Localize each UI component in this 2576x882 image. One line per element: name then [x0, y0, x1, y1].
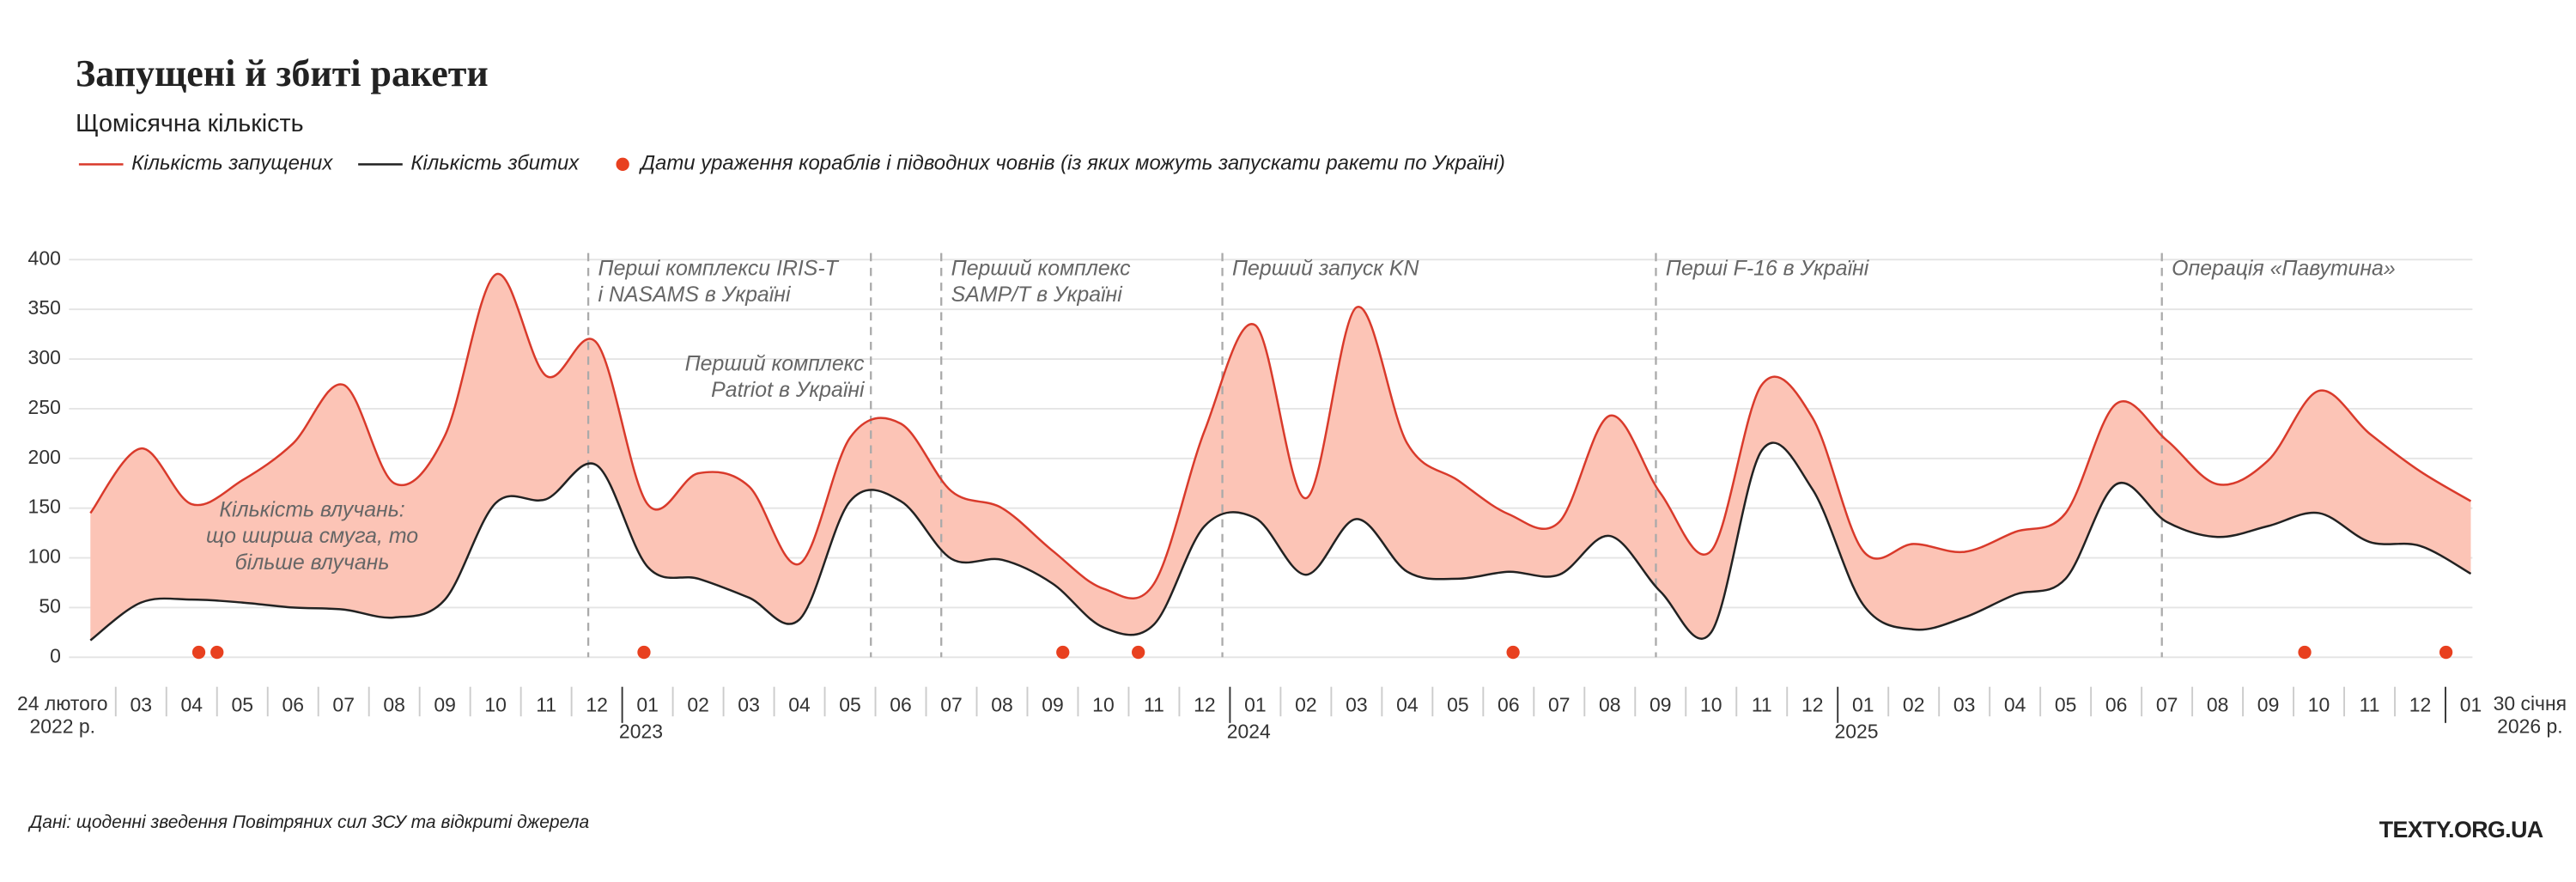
x-tick-label: 02 — [687, 694, 709, 716]
x-tick-label: 05 — [839, 694, 861, 716]
source: Дані: щоденні зведення Повітряних сил ЗС… — [27, 812, 589, 832]
ship-strike-dot — [637, 645, 651, 660]
x-tick-label: 04 — [180, 694, 203, 716]
x-end-label: 30 січня — [2494, 692, 2567, 715]
x-tick-label: 12 — [586, 694, 608, 716]
x-tick-label: 11 — [2360, 694, 2380, 716]
hit-band — [90, 273, 2471, 641]
x-tick-label: 09 — [2257, 694, 2280, 716]
event-label: Перший запуск KN — [1232, 256, 1419, 280]
x-tick-label: 12 — [2409, 694, 2432, 716]
ship-strike-dot — [1506, 645, 1520, 660]
y-tick-label: 250 — [28, 396, 61, 418]
y-tick-label: 300 — [28, 346, 61, 368]
x-tick-label: 08 — [1599, 694, 1621, 716]
y-tick-label: 0 — [50, 644, 61, 666]
event-label: Перші F-16 в Україні — [1666, 256, 1870, 280]
ship-strike-dot — [2298, 645, 2312, 660]
x-tick-label: 09 — [434, 694, 456, 716]
x-tick-label: 04 — [788, 694, 811, 716]
legend-label: Кількість збитих — [410, 152, 580, 175]
y-tick-label: 50 — [39, 594, 61, 617]
y-tick-label: 100 — [28, 545, 61, 568]
x-tick-label: 11 — [1752, 694, 1772, 716]
ship-strike-dot — [2439, 645, 2453, 660]
x-tick-label: 02 — [1295, 694, 1317, 716]
y-tick-label: 350 — [28, 296, 61, 319]
x-tick-label: 12 — [1194, 694, 1216, 716]
x-end-label: 2026 р. — [2497, 715, 2563, 738]
x-tick-label: 12 — [1801, 694, 1824, 716]
legend-dot — [616, 157, 629, 171]
x-tick-label: 07 — [940, 694, 963, 716]
x-start-label: 24 лютого — [17, 692, 108, 715]
chart-subtitle: Щомісячна кількість — [76, 110, 304, 137]
x-tick-label: 07 — [2156, 694, 2178, 716]
x-tick-label: 03 — [1953, 694, 1976, 716]
series-line — [89, 441, 2472, 642]
x-tick-label: 11 — [536, 694, 556, 716]
y-tick-label: 150 — [28, 496, 61, 518]
year-label: 2025 — [1835, 720, 1879, 742]
year-label: 2024 — [1227, 720, 1271, 742]
x-tick-label: 07 — [1548, 694, 1571, 716]
year-label: 2023 — [619, 720, 663, 742]
x-tick-label: 09 — [1042, 694, 1064, 716]
x-tick-label: 10 — [484, 694, 507, 716]
ship-strike-dot — [210, 645, 224, 660]
x-tick-label: 10 — [1700, 694, 1722, 716]
event-label: і NASAMS в Україні — [598, 283, 792, 307]
x-tick-label: 04 — [2004, 694, 2026, 716]
ship-strike-dot — [1132, 645, 1145, 660]
x-tick-label: 03 — [1346, 694, 1368, 716]
x-tick-label: 08 — [991, 694, 1013, 716]
x-tick-label: 06 — [890, 694, 912, 716]
event-label: Перший комплекс — [951, 256, 1131, 280]
ship-strike-dot — [191, 645, 206, 660]
x-tick-label: 05 — [2055, 694, 2077, 716]
event-label: Patriot в Україні — [711, 378, 866, 402]
chart-title: Запущені й збиті ракети — [76, 52, 489, 94]
x-tick-label: 09 — [1649, 694, 1672, 716]
x-tick-label: 01 — [636, 694, 659, 716]
x-tick-label: 05 — [231, 694, 253, 716]
brand: TEXTY.ORG.UA — [2379, 817, 2543, 842]
x-tick-label: 10 — [1092, 694, 1115, 716]
event-label: SAMP/T в Україні — [951, 283, 1124, 307]
x-tick-label: 02 — [1903, 694, 1925, 716]
x-tick-label: 03 — [131, 694, 153, 716]
x-tick-label: 08 — [2207, 694, 2229, 716]
x-tick-label: 01 — [2460, 694, 2482, 716]
x-tick-label: 08 — [383, 694, 405, 716]
event-label: Перші комплекси IRIS-T — [598, 256, 840, 280]
legend-label: Дати ураження кораблів і підводних човні… — [638, 152, 1505, 175]
x-tick-label: 03 — [738, 694, 760, 716]
band-note: що ширша смуга, то — [206, 524, 418, 548]
x-tick-label: 10 — [2308, 694, 2330, 716]
band-note: більше влучань — [235, 550, 390, 575]
x-tick-label: 06 — [282, 694, 304, 716]
event-label: Перший комплекс — [685, 351, 865, 375]
x-tick-label: 04 — [1396, 694, 1419, 716]
y-tick-label: 200 — [28, 446, 61, 468]
y-tick-label: 400 — [28, 246, 61, 269]
x-tick-label: 07 — [332, 694, 355, 716]
x-tick-label: 05 — [1447, 694, 1469, 716]
x-tick-label: 06 — [2105, 694, 2128, 716]
x-tick-label: 06 — [1498, 694, 1520, 716]
x-tick-label: 11 — [1144, 694, 1164, 716]
series-line — [89, 272, 2472, 599]
x-tick-label: 01 — [1852, 694, 1874, 716]
x-start-label: 2022 р. — [29, 715, 95, 738]
x-tick-label: 01 — [1244, 694, 1267, 716]
legend-label: Кількість запущених — [131, 152, 333, 175]
event-label: Операція «Павутина» — [2172, 256, 2396, 280]
band-note: Кількість влучань: — [219, 498, 404, 522]
ship-strike-dot — [1056, 645, 1070, 660]
